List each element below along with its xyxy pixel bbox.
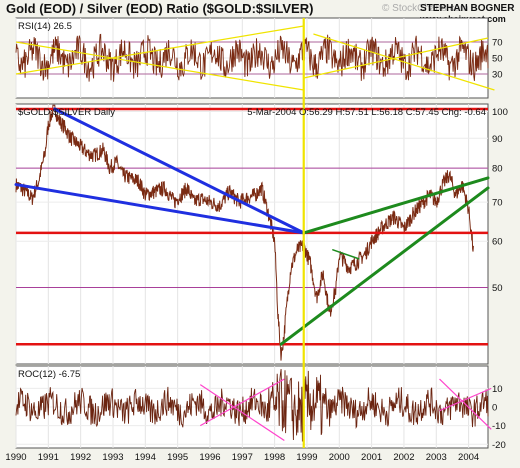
x-tick-label: 1992 [70,452,91,463]
x-tick-label: 1990 [5,452,26,463]
x-tick-label: 2003 [426,452,447,463]
rsi-series-line [15,33,489,82]
rsi-label: RSI(14) 26.5 [18,21,72,32]
trendline-green [332,249,360,260]
x-tick-label: 2004 [458,452,479,463]
roc-guide-line [199,384,285,442]
roc-tick-label: -10 [492,421,506,432]
roc-guide-line [439,378,492,430]
rsi-guide-line [313,33,495,91]
rsi-guide-line [15,25,304,75]
price-tick-label: 60 [492,237,503,248]
price-tick-label: 70 [492,198,503,209]
x-tick-label: 1993 [102,452,123,463]
x-tick-label: 1998 [264,452,285,463]
rsi-tick-label: 70 [492,38,503,49]
price-tick-label: 50 [492,283,503,294]
x-tick-label: 1994 [135,452,156,463]
x-tick-label: 1991 [38,452,59,463]
rsi-guide-line [15,41,304,91]
price-tick-label: 90 [492,134,503,145]
price-quote: 5-Mar-2004 O:56.29 H:57.51 L:56.18 C:57.… [247,107,486,118]
trendline-blue [14,183,306,235]
roc-series-line [15,369,489,442]
x-tick-label: 1997 [232,452,253,463]
roc-tick-label: 10 [492,384,503,395]
author-label: STEPHAN BOGNER [420,3,515,14]
trendline-green [279,186,490,346]
x-tick-label: 2002 [393,452,414,463]
rsi-tick-label: 30 [492,70,503,81]
trendline-green [302,176,490,235]
chart-title: Gold (EOD) / Silver (EOD) Ratio ($GOLD:$… [6,1,314,16]
price-label: $GOLD:$SILVER Daily [18,107,115,118]
x-tick-label: 1995 [167,452,188,463]
roc-guide-line [199,378,285,427]
x-tick-label: 2000 [329,452,350,463]
price-tick-label: 80 [492,164,503,175]
watermark: © StockCharts.com [382,3,469,14]
rsi-tick-label: 50 [492,54,503,65]
roc-guide-line [439,387,492,412]
x-tick-label: 2001 [361,452,382,463]
x-tick-label: 1996 [199,452,220,463]
trendline-blue [53,107,306,235]
price-series-line [15,104,474,361]
price-tick-label: 100 [492,107,508,118]
roc-tick-label: 0 [492,403,497,414]
roc-tick-label: -20 [492,440,506,451]
roc-label: ROC(12) -6.75 [18,369,80,380]
x-tick-label: 1999 [296,452,317,463]
rsi-guide-line [303,37,489,79]
